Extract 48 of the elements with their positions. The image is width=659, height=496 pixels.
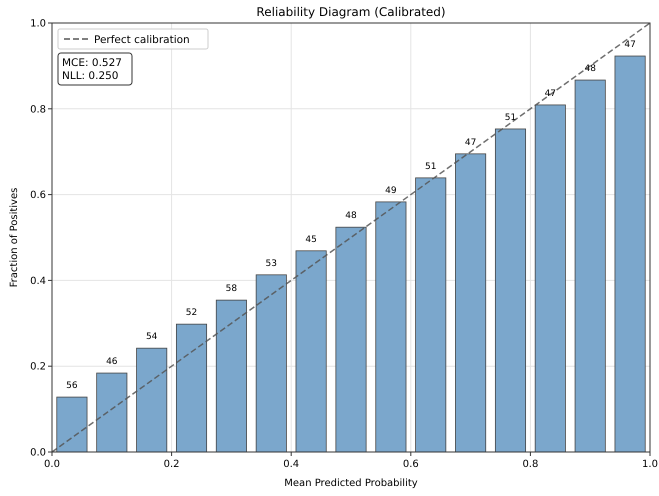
annotation: 56 — [66, 381, 78, 392]
x-tick-label: 0.0 — [44, 459, 60, 470]
annotation: 51 — [504, 112, 516, 123]
annotation: 48 — [584, 64, 596, 74]
bar — [96, 372, 128, 452]
bar — [574, 80, 606, 452]
y-tick-label: 0.4 — [30, 276, 46, 287]
y-tick-label: 0.6 — [30, 190, 46, 202]
annotation: 45 — [305, 234, 317, 245]
y-tick-label: 0.0 — [30, 448, 46, 458]
annotation: 54 — [146, 332, 158, 342]
x-tick-label: 0.8 — [522, 459, 538, 470]
x-axis-title: Mean Predicted Probability — [284, 478, 418, 489]
legend-label: Perfect calibration — [94, 34, 190, 46]
y-tick-label: 0.8 — [30, 104, 46, 116]
x-tick-label: 1.0 — [642, 459, 658, 470]
annotation: NLL: 0.250 — [62, 70, 118, 82]
bar — [335, 226, 367, 452]
bar — [494, 128, 526, 452]
bar — [256, 274, 287, 452]
annotation: 49 — [385, 186, 397, 196]
annotation: 47 — [624, 40, 636, 50]
bar — [534, 104, 566, 452]
x-tick-label: 0.6 — [402, 459, 419, 470]
annotation: 46 — [106, 357, 118, 368]
annotation: 53 — [266, 258, 278, 269]
bar — [56, 396, 88, 452]
bar — [415, 177, 446, 452]
y-tick-label: 0.2 — [30, 362, 46, 373]
y-tick-label: 1.0 — [30, 18, 46, 30]
chart-title: Reliability Diagram (Calibrated) — [256, 5, 446, 19]
bar — [375, 201, 406, 452]
bar — [296, 250, 327, 452]
annotation: MCE: 0.527 — [62, 57, 122, 69]
x-tick-label: 0.4 — [283, 459, 300, 470]
annotation: 47 — [464, 138, 476, 148]
annotation: 48 — [345, 211, 357, 222]
bar — [216, 300, 247, 452]
y-axis-title: Fraction of Positives — [9, 188, 20, 288]
bar — [455, 153, 486, 452]
annotation: 58 — [226, 284, 238, 294]
annotation: 52 — [186, 308, 198, 318]
x-tick-label: 0.2 — [164, 459, 180, 470]
bar — [176, 324, 208, 452]
annotation: 51 — [424, 162, 436, 172]
bar — [614, 56, 646, 452]
annotation: 47 — [544, 88, 556, 99]
bar — [136, 348, 168, 452]
